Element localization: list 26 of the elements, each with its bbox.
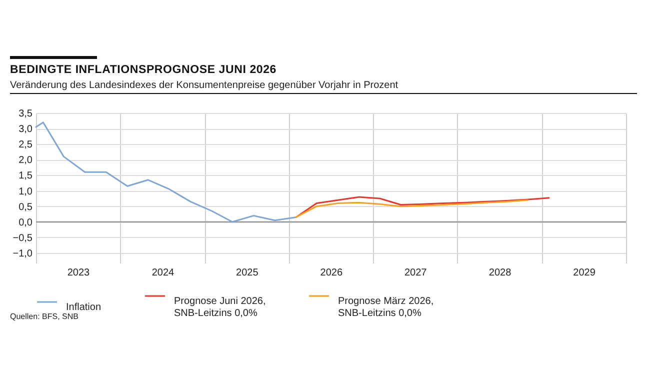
y-tick-label: 2,5 bbox=[18, 140, 33, 151]
x-tick-label: 2024 bbox=[152, 268, 175, 278]
y-tick-label: 1,5 bbox=[18, 170, 33, 182]
y-tick-label: 3,5 bbox=[18, 108, 33, 120]
line-series bbox=[35, 122, 297, 223]
y-tick-label: 0,5 bbox=[18, 202, 33, 213]
chart-title: BEDINGTE INFLATIONSPROGNOSE JUNI 2026 bbox=[10, 64, 276, 76]
y-tick-label: 3,0 bbox=[18, 124, 33, 136]
y-tick-label: 2,0 bbox=[18, 155, 33, 166]
y-tick-label: −1,0 bbox=[12, 248, 33, 260]
y-tick-label: 1,0 bbox=[18, 186, 33, 198]
x-tick-label: 2026 bbox=[320, 268, 343, 278]
legend-label: Prognose Juni 2026, SNB-Leitzins 0,0% bbox=[174, 296, 266, 319]
x-tick-label: 2029 bbox=[573, 268, 596, 278]
x-tick-label: 2023 bbox=[67, 268, 90, 278]
legend-label: Prognose März 2026, SNB-Leitzins 0,0% bbox=[338, 296, 434, 319]
line-series bbox=[295, 199, 528, 218]
x-tick-label: 2028 bbox=[488, 268, 512, 278]
x-tick-label: 2027 bbox=[404, 268, 428, 278]
y-tick-label: −0,5 bbox=[12, 232, 33, 244]
legend-label: Inflation bbox=[66, 302, 102, 313]
y-tick-label: 0,0 bbox=[18, 217, 33, 228]
source-note: Quellen: BFS, SNB bbox=[10, 312, 78, 321]
x-tick-label: 2025 bbox=[236, 268, 259, 278]
line-series bbox=[295, 196, 550, 218]
chart-subtitle: Veränderung des Landesindexes der Konsumentenpreise gegenüber Vorjahr in Prozent bbox=[10, 80, 398, 91]
